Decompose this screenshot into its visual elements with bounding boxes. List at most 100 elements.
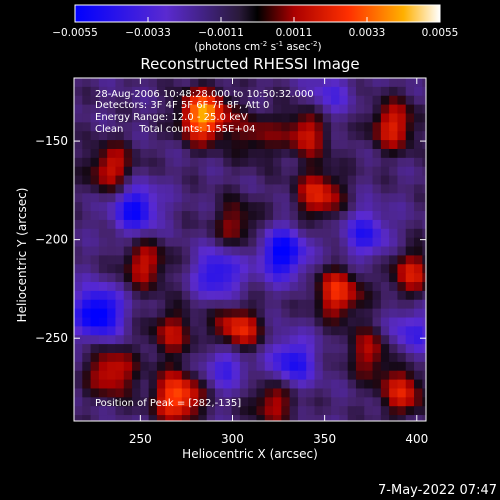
heatmap-cell	[339, 131, 349, 141]
heatmap-cell	[132, 175, 141, 186]
heatmap-cell	[331, 308, 340, 319]
heatmap-cell	[273, 397, 282, 407]
heatmap-cell	[264, 131, 274, 141]
heatmap-cell	[165, 335, 175, 345]
heatmap-cell	[289, 140, 299, 150]
heatmap-cell	[82, 255, 92, 265]
heatmap-cell	[289, 78, 299, 88]
heatmap-cell	[214, 211, 224, 221]
heatmap-cell	[431, 424, 440, 433]
heatmap-cell	[107, 157, 117, 168]
heatmap-cell	[389, 184, 399, 194]
heatmap-cell	[214, 370, 224, 381]
heatmap-cell	[239, 308, 249, 319]
heatmap-cell	[140, 290, 150, 301]
heatmap-cell	[90, 397, 100, 407]
heatmap-cell	[148, 282, 158, 292]
heatmap-cell	[347, 246, 357, 257]
heatmap-cell	[297, 95, 307, 106]
heatmap-cell	[173, 78, 183, 88]
heatmap-cell	[140, 264, 150, 274]
heatmap-cell	[156, 388, 166, 398]
heatmap-cell	[372, 317, 382, 327]
heatmap-cell	[173, 157, 183, 168]
heatmap-cell	[223, 202, 233, 212]
heatmap-cell	[173, 122, 183, 132]
heatmap-cell	[380, 228, 390, 239]
heatmap-cell	[223, 219, 233, 230]
heatmap-cell	[165, 113, 175, 123]
heatmap-cell	[74, 370, 83, 381]
heatmap-cell	[156, 273, 166, 283]
heatmap-cell	[214, 361, 224, 372]
heatmap-cell	[422, 211, 426, 221]
heatmap-cell	[264, 406, 274, 416]
heatmap-cell	[289, 273, 299, 283]
heatmap-cell	[74, 131, 83, 141]
heatmap-cell	[231, 122, 241, 132]
heatmap-cell	[98, 255, 108, 265]
heatmap-cell	[422, 326, 426, 336]
heatmap-cell	[140, 131, 150, 141]
heatmap-cell	[281, 344, 291, 354]
heatmap-cell	[372, 406, 382, 416]
heatmap-cell	[231, 86, 241, 97]
heatmap-cell	[74, 415, 83, 421]
heatmap-cell	[90, 140, 100, 150]
heatmap-cell	[181, 379, 191, 390]
heatmap-cell	[372, 290, 382, 301]
heatmap-cell	[331, 211, 340, 221]
heatmap-cell	[198, 122, 208, 132]
heatmap-cell	[223, 104, 233, 115]
heatmap-cell	[98, 299, 108, 310]
heatmap-cell	[74, 361, 83, 372]
heatmap-cell	[422, 78, 426, 88]
heatmap-cell	[214, 78, 224, 88]
heatmap-cell	[431, 309, 440, 318]
heatmap-cell	[281, 352, 291, 363]
heatmap-cell	[82, 335, 92, 345]
heatmap-cell	[248, 290, 258, 301]
heatmap-cell	[397, 140, 407, 150]
heatmap-cell	[148, 78, 158, 88]
heatmap-cell	[74, 122, 83, 132]
colorbar-tick-label: −0.0011	[198, 27, 244, 39]
heatmap-cell	[107, 255, 117, 265]
heatmap-cell	[165, 246, 175, 257]
heatmap-cell	[190, 406, 199, 416]
heatmap-cell	[256, 184, 266, 194]
heatmap-cell	[181, 415, 191, 421]
heatmap-cell	[98, 166, 108, 177]
heatmap-cell	[231, 157, 241, 168]
heatmap-cell	[273, 175, 282, 186]
heatmap-cell	[397, 193, 407, 203]
timestamp: 7-May-2022 07:47	[378, 483, 497, 498]
heatmap-cell	[355, 131, 365, 141]
heatmap-cell	[414, 317, 423, 327]
heatmap-cell	[331, 415, 340, 421]
heatmap-cell	[223, 148, 233, 159]
heatmap-cell	[148, 308, 158, 319]
heatmap-cell	[322, 166, 332, 177]
heatmap-cell	[98, 78, 108, 88]
heatmap-cell	[148, 299, 158, 310]
heatmap-cell	[82, 148, 92, 159]
heatmap-cell	[431, 105, 440, 114]
heatmap-cell	[256, 406, 266, 416]
heatmap-cell	[132, 344, 141, 354]
heatmap-cell	[165, 361, 175, 372]
heatmap-cell	[372, 335, 382, 345]
heatmap-cell	[389, 299, 399, 310]
heatmap-cell	[206, 131, 216, 141]
heatmap-cell	[281, 370, 291, 381]
heatmap-cell	[90, 131, 100, 141]
heatmap-cell	[347, 140, 357, 150]
heatmap-cell	[306, 78, 316, 88]
heatmap-cell	[314, 211, 324, 221]
heatmap-cell	[397, 406, 407, 416]
heatmap-cell	[281, 228, 291, 239]
heatmap-cell	[198, 370, 208, 381]
heatmap-cell	[289, 184, 299, 194]
heatmap-cell	[90, 415, 100, 421]
heatmap-cell	[331, 202, 340, 212]
